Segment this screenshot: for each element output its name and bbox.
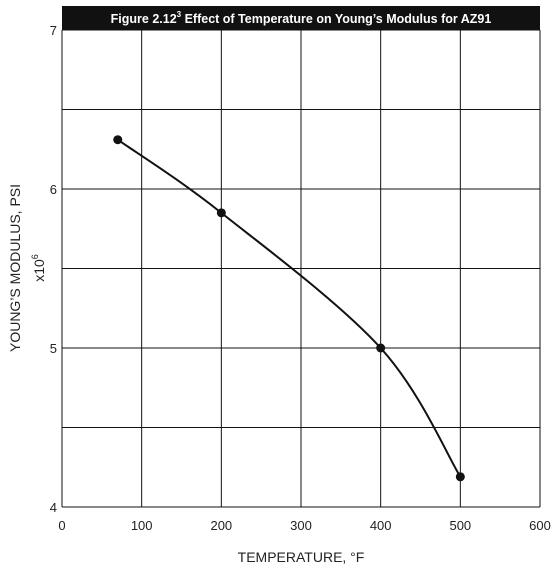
x-tick-label: 100 — [131, 518, 153, 533]
y-axis-multiplier: x106 — [30, 254, 47, 282]
curve-layer — [117, 138, 462, 478]
data-point — [216, 208, 226, 218]
marker-layer — [113, 135, 465, 482]
y-axis-multiplier-base: x10 — [31, 259, 47, 282]
data-point — [376, 343, 386, 353]
title-banner — [62, 6, 540, 30]
x-tick-label: 200 — [210, 518, 232, 533]
chart-title-superscript: 3 — [177, 10, 182, 19]
chart-title: Figure 2.123 Effect of Temperature on Yo… — [111, 10, 492, 26]
y-tick-label: 4 — [50, 500, 57, 515]
series-line — [117, 138, 462, 478]
x-tick-label: 0 — [58, 518, 65, 533]
y-axis-title: YOUNG’S MODULUS, PSI — [7, 184, 23, 352]
grid — [61, 29, 541, 508]
x-axis-title: TEMPERATURE, °F — [238, 549, 365, 565]
x-tick-label: 500 — [449, 518, 471, 533]
data-point — [455, 472, 465, 482]
y-tick-label: 5 — [50, 341, 57, 356]
y-tick-label: 6 — [50, 182, 57, 197]
data-point — [113, 135, 123, 145]
chart-title-text: Effect of Temperature on Young’s Modulus… — [181, 12, 491, 26]
y-axis-multiplier-exponent: 6 — [30, 254, 40, 259]
x-tick-label: 400 — [370, 518, 392, 533]
x-tick-label: 300 — [290, 518, 312, 533]
tick-layer: 0 100 200 300 400 500 600 4 5 6 7 — [50, 23, 551, 533]
chart-title-prefix: Figure 2.12 — [111, 12, 177, 26]
y-tick-label: 7 — [50, 23, 57, 38]
x-tick-label: 600 — [529, 518, 551, 533]
